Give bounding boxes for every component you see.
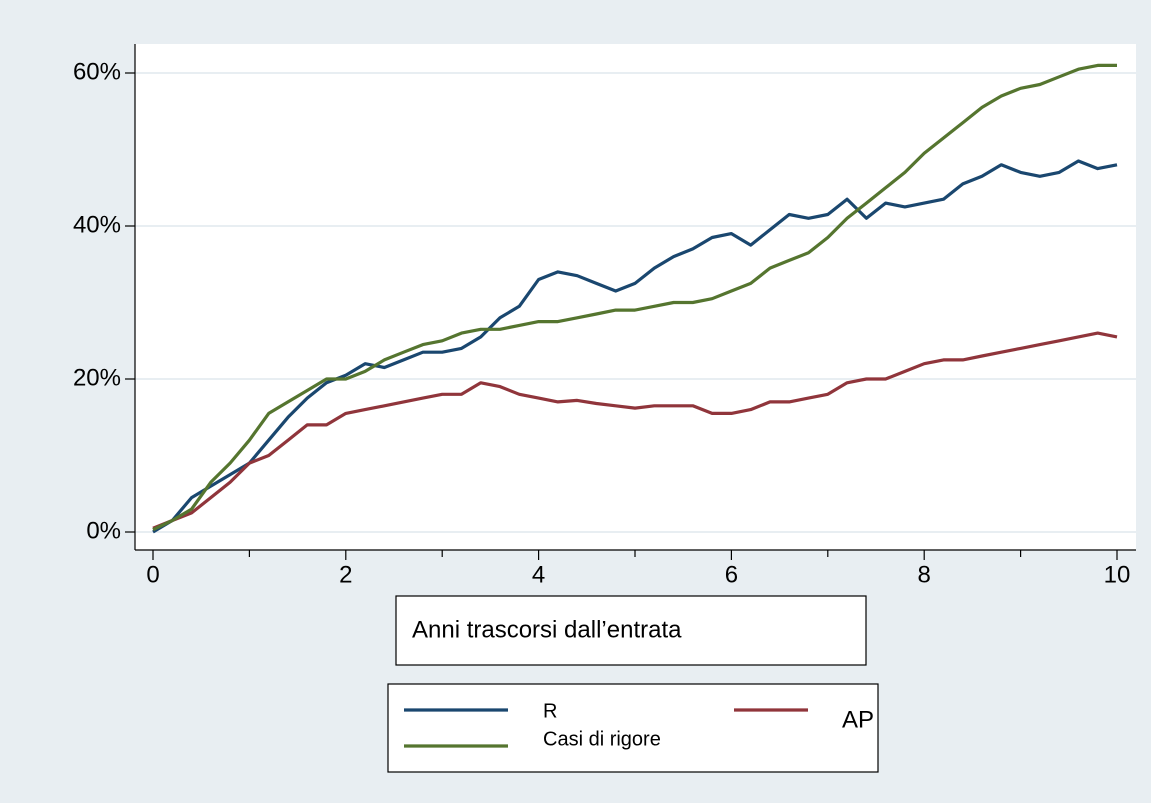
y-tick-label: 0% bbox=[86, 517, 121, 544]
legend: R AP Casi di rigore bbox=[387, 683, 879, 773]
grid-lines bbox=[135, 72, 1136, 533]
series-line-ap bbox=[152, 331, 1118, 530]
legend-box bbox=[387, 683, 879, 773]
legend-label: R bbox=[543, 700, 557, 722]
x-axis-title: Anni trascorsi dall’entrata bbox=[412, 616, 682, 643]
x-tick-label: 2 bbox=[339, 561, 352, 588]
series-line-casi-di-rigore bbox=[152, 63, 1117, 532]
x-tick-label: 4 bbox=[532, 561, 545, 588]
x-tick-label: 0 bbox=[146, 561, 159, 588]
series-lines bbox=[152, 63, 1118, 534]
legend-label: AP bbox=[842, 706, 874, 733]
series-line-r bbox=[152, 159, 1118, 534]
plot-area bbox=[135, 44, 1136, 550]
y-tick-label: 40% bbox=[73, 211, 121, 238]
axes: 0% 20% 40% 60% 0 2 4 6 8 10 bbox=[73, 44, 1136, 588]
y-tick-label: 60% bbox=[73, 58, 121, 85]
y-tick-label: 20% bbox=[73, 364, 121, 391]
x-tick-label: 6 bbox=[725, 561, 738, 588]
x-axis-title-box: Anni trascorsi dall’entrata bbox=[395, 595, 867, 666]
x-tick-label: 8 bbox=[918, 561, 931, 588]
legend-label: Casi di rigore bbox=[543, 728, 661, 750]
x-tick-label: 10 bbox=[1104, 561, 1131, 588]
